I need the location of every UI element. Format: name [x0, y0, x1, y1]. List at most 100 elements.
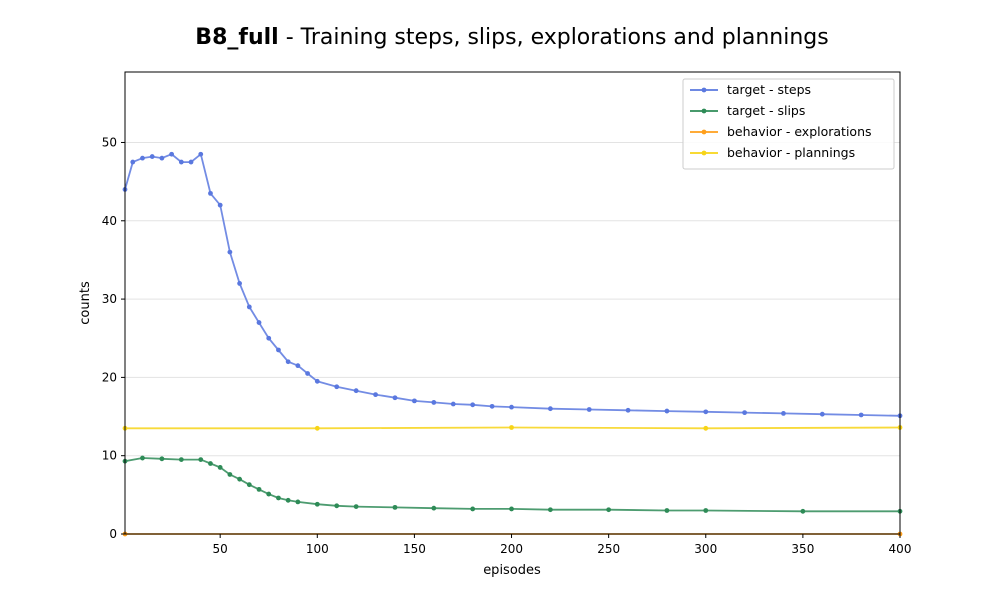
x-tick-label: 300 — [694, 542, 717, 556]
data-point — [159, 456, 165, 462]
data-point — [314, 501, 320, 507]
data-point — [217, 202, 223, 208]
data-point — [625, 407, 631, 413]
chart-title: B8_full - Training steps, slips, explora… — [195, 25, 828, 50]
y-tick-label: 20 — [102, 370, 117, 384]
data-point — [703, 425, 709, 431]
y-tick-label: 0 — [109, 527, 117, 541]
series-target-steps — [122, 151, 903, 419]
data-point — [295, 363, 301, 369]
x-tick-label: 150 — [403, 542, 426, 556]
data-point — [217, 465, 223, 470]
data-point — [353, 504, 359, 509]
data-point — [285, 497, 291, 503]
legend-item: behavior - plannings — [690, 145, 855, 160]
x-tick-label: 350 — [791, 542, 814, 556]
data-point — [392, 395, 398, 401]
data-point — [246, 304, 252, 310]
data-point — [703, 508, 709, 513]
data-point — [353, 388, 359, 394]
legend-label: target - steps — [727, 82, 811, 97]
data-point — [819, 411, 825, 417]
data-point — [266, 491, 272, 497]
legend-item: target - steps — [690, 82, 811, 97]
data-point — [169, 151, 175, 157]
data-point — [547, 507, 553, 513]
legend-swatch-marker — [701, 87, 707, 93]
data-point — [334, 384, 340, 390]
data-point — [586, 407, 592, 412]
data-point — [509, 404, 514, 410]
x-axis-ticks: 50 100 150 200 250 300 350 400 — [213, 534, 912, 556]
y-axis-ticks: 0 10 20 30 40 50 — [102, 135, 125, 541]
data-point — [800, 508, 806, 514]
data-point — [431, 400, 437, 405]
data-point — [664, 408, 670, 414]
data-point — [227, 249, 233, 255]
y-tick-label: 40 — [102, 214, 117, 228]
data-point — [547, 406, 553, 412]
legend-swatch-marker — [701, 108, 707, 114]
data-point — [606, 507, 612, 513]
data-point — [373, 392, 378, 398]
data-point — [256, 486, 262, 492]
chart-title-rest: - Training steps, slips, explorations an… — [279, 25, 829, 50]
x-tick-label: 250 — [597, 542, 620, 556]
gridlines — [125, 141, 900, 535]
data-point — [295, 499, 301, 505]
data-point — [178, 457, 184, 463]
series-target-slips — [122, 455, 903, 514]
data-point — [664, 508, 670, 513]
data-point — [285, 359, 291, 365]
data-point — [489, 403, 495, 409]
data-point — [227, 472, 233, 477]
data-point — [208, 461, 213, 466]
legend-item: behavior - explorations — [690, 124, 872, 139]
data-point — [276, 347, 281, 353]
data-point — [178, 159, 184, 165]
data-point — [256, 320, 262, 325]
y-tick-label: 50 — [102, 135, 117, 149]
series-line — [124, 457, 900, 513]
data-point — [246, 482, 252, 488]
data-point — [781, 411, 786, 416]
data-point — [198, 457, 204, 463]
data-point — [159, 155, 165, 161]
series-layer — [122, 151, 903, 537]
data-point — [149, 154, 155, 159]
legend-swatch-marker — [701, 129, 707, 135]
y-tick-label: 30 — [102, 292, 117, 306]
legend-label: target - slips — [727, 103, 805, 118]
data-point — [198, 151, 204, 157]
data-point — [276, 495, 281, 501]
legend-label: behavior - plannings — [727, 145, 855, 160]
data-point — [237, 476, 242, 482]
y-tick-label: 10 — [102, 449, 117, 463]
data-point — [314, 378, 320, 384]
legend-item: target - slips — [690, 103, 805, 118]
data-point — [266, 335, 272, 341]
series-behavior-plannings — [122, 425, 903, 431]
data-point — [470, 506, 476, 512]
data-point — [431, 505, 437, 511]
data-point — [334, 503, 340, 509]
x-tick-label: 100 — [306, 542, 329, 556]
data-point — [858, 412, 864, 418]
data-point — [140, 155, 145, 161]
data-point — [742, 410, 748, 416]
legend: target - steps target - slips behavior - e… — [682, 78, 895, 170]
data-point — [703, 409, 709, 415]
data-point — [237, 281, 242, 286]
x-axis-label: episodes — [483, 563, 541, 578]
x-tick-label: 50 — [213, 542, 228, 556]
x-tick-label: 400 — [889, 542, 912, 556]
y-axis-label: counts — [78, 281, 93, 325]
data-point — [130, 159, 136, 165]
data-point — [314, 425, 320, 431]
data-point — [392, 504, 398, 510]
data-point — [470, 402, 476, 408]
legend-swatch-marker — [701, 150, 707, 156]
data-point — [509, 506, 514, 512]
data-point — [140, 455, 145, 461]
